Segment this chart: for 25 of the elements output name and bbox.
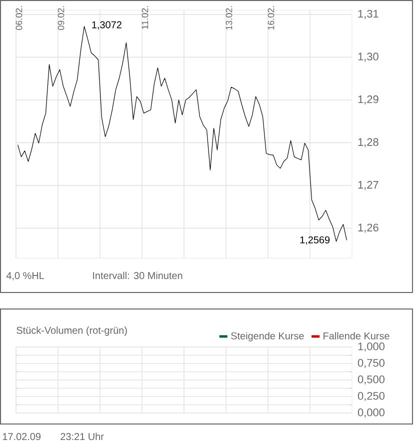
x-tick-label: 09.02. — [58, 6, 64, 30]
y-tick-label: 1,31 — [358, 10, 378, 19]
y-tick-label: 0,250 — [358, 392, 384, 402]
y-tick-label: 0,500 — [358, 375, 384, 385]
legend-label: Fallende Kurse — [324, 332, 390, 340]
y-tick-label: 1,26 — [358, 224, 378, 233]
x-tick-label: 16.02. — [268, 6, 274, 30]
text: 23:21 Uhr — [60, 432, 104, 440]
y-tick-label: 1,30 — [358, 52, 378, 62]
y-tick-label: 0,000 — [358, 408, 384, 418]
legend-label: Steigende Kurse — [231, 332, 304, 342]
chart-title: Stück-Volumen (rot-grün) — [16, 326, 127, 336]
text: 4,0 %HL — [6, 272, 44, 280]
x-tick-label: 11.02. — [142, 6, 148, 29]
y-tick-label: 1,000 — [358, 342, 384, 352]
y-tick-label: 1,29 — [358, 95, 378, 104]
y-tick-label: 0,750 — [358, 358, 384, 368]
x-tick-label: 06.02. — [16, 6, 22, 30]
text: Intervall: 30 Minuten — [93, 272, 182, 280]
y-tick-label: 1,27 — [358, 180, 378, 190]
annotation: 1,2569 — [300, 236, 330, 245]
text: 17.02.09 — [2, 433, 41, 440]
y-tick-label: 1,28 — [358, 138, 378, 148]
x-tick-label: 13.02. — [226, 6, 232, 30]
annotation: 1,3072 — [92, 21, 122, 30]
